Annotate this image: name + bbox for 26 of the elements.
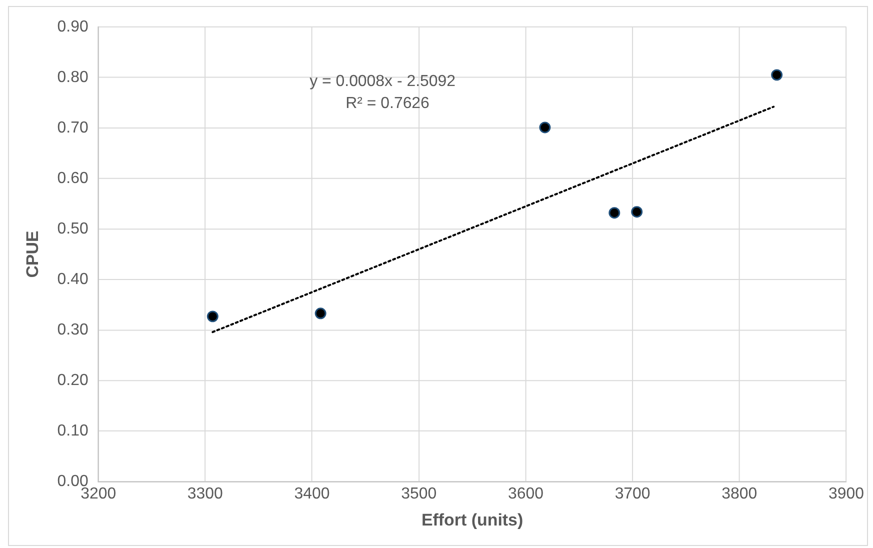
y-axis-title: CPUE xyxy=(22,230,42,278)
point xyxy=(314,308,326,320)
x-tick-label: 3400 xyxy=(294,486,330,503)
y-tick-label: 0.60 xyxy=(57,170,88,187)
x-tick-label: 3700 xyxy=(614,486,650,503)
annotation: R² = 0.7626 xyxy=(346,95,430,112)
y-tick-label: 0.20 xyxy=(57,372,88,389)
annotation: y = 0.0008x - 2.5092 xyxy=(310,73,456,90)
y-tick-label: 0.80 xyxy=(57,68,88,86)
x-tick-label: 3800 xyxy=(722,486,758,503)
y-tick-label: 0.10 xyxy=(57,422,88,440)
point xyxy=(771,69,783,81)
point xyxy=(608,207,620,219)
y-tick-label: 0.30 xyxy=(57,321,88,338)
x-tick-label: 3600 xyxy=(508,486,544,503)
y-tick-label: 0.40 xyxy=(57,270,88,288)
x-tick-label: 3300 xyxy=(187,486,224,503)
y-tick-label: 0.90 xyxy=(57,18,88,36)
point xyxy=(206,310,218,322)
point xyxy=(631,206,643,218)
y-tick-label: 0.70 xyxy=(57,119,88,136)
x-tick-label: 3500 xyxy=(401,486,437,503)
x-tick-label: 3900 xyxy=(828,486,864,503)
y-tick-label: 0.50 xyxy=(57,220,88,238)
x-axis-title: Effort (units) xyxy=(421,510,524,530)
point xyxy=(539,122,551,134)
